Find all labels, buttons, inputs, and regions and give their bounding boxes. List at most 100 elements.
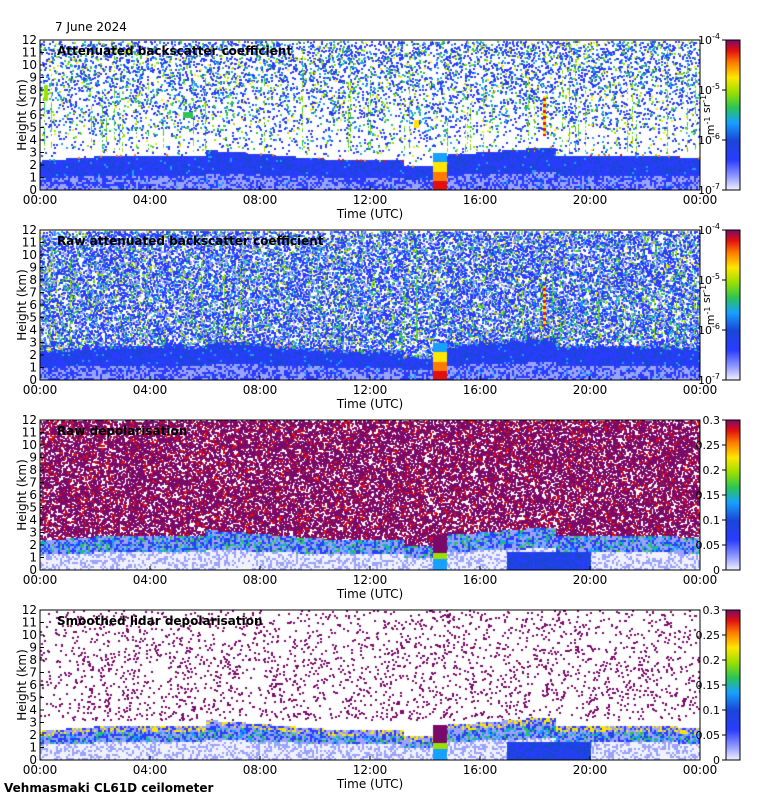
panel-title: Smoothed lidar depolarisation	[57, 614, 263, 628]
y-tick-label: 6	[29, 298, 37, 312]
y-tick-label: 1	[29, 741, 37, 755]
date-label: 7 June 2024	[55, 20, 127, 34]
colorbar-tick-label: 10-5	[698, 272, 720, 287]
y-tick-label: 11	[22, 46, 37, 60]
y-tick-label: 10	[22, 248, 37, 262]
panel-title: Raw attenuated backscatter coefficient	[57, 234, 324, 248]
x-tick-label: 00:00	[683, 573, 718, 587]
x-tick-label: 12:00	[353, 763, 388, 777]
y-tick-label: 0	[29, 373, 37, 387]
x-tick-label: 00:00	[683, 383, 718, 397]
y-tick-label: 7	[29, 96, 37, 110]
heatmap-image	[40, 610, 700, 760]
x-tick-label: 20:00	[573, 193, 608, 207]
x-tick-label: 08:00	[243, 193, 278, 207]
x-tick-label: 08:00	[243, 383, 278, 397]
x-tick-label: 16:00	[463, 573, 498, 587]
x-tick-label: 00:00	[23, 573, 58, 587]
x-axis-label: Time (UTC)	[336, 207, 403, 221]
y-axis-label: Height (km)	[15, 649, 29, 720]
y-tick-label: 6	[29, 488, 37, 502]
colorbar-tick-label: 0.25	[696, 629, 721, 642]
y-tick-label: 0	[29, 753, 37, 767]
heatmap-canvas	[40, 40, 700, 190]
y-tick-label: 1	[29, 171, 37, 185]
y-tick-label: 1	[29, 361, 37, 375]
heatmap-image	[40, 230, 700, 380]
y-tick-label: 2	[29, 538, 37, 552]
y-tick-label: 12	[22, 33, 37, 47]
y-axis-label: Height (km)	[15, 459, 29, 530]
x-axis-label: Time (UTC)	[336, 397, 403, 411]
x-tick-label: 00:00	[683, 193, 718, 207]
y-tick-label: 8	[29, 273, 37, 287]
y-tick-label: 7	[29, 286, 37, 300]
x-tick-label: 20:00	[573, 383, 608, 397]
y-tick-label: 2	[29, 348, 37, 362]
x-tick-label: 16:00	[463, 193, 498, 207]
colorbar-unit: m-1 sr-1	[699, 285, 717, 325]
y-tick-label: 9	[29, 71, 37, 85]
y-tick-label: 10	[22, 628, 37, 642]
panel-title: Attenuated backscatter coefficient	[57, 44, 292, 58]
y-tick-label: 2	[29, 728, 37, 742]
y-tick-label: 7	[29, 476, 37, 490]
x-axis-label: Time (UTC)	[336, 587, 403, 601]
colorbar-tick-label: 0.1	[703, 514, 721, 527]
x-tick-label: 04:00	[133, 763, 168, 777]
x-tick-label: 16:00	[463, 383, 498, 397]
y-tick-label: 5	[29, 501, 37, 515]
y-tick-label: 12	[22, 413, 37, 427]
y-tick-label: 6	[29, 678, 37, 692]
colorbar-tick-label: 0.2	[703, 464, 721, 477]
y-tick-label: 12	[22, 603, 37, 617]
x-tick-label: 00:00	[23, 383, 58, 397]
colorbar-tick-label: 0	[713, 564, 720, 577]
y-tick-label: 3	[29, 336, 37, 350]
x-axis-label: Time (UTC)	[336, 777, 403, 791]
colorbar-tick-label: 0.1	[703, 704, 721, 717]
colorbar	[725, 39, 741, 191]
y-tick-label: 4	[29, 133, 37, 147]
y-axis-label: Height (km)	[15, 79, 29, 150]
colorbar-tick-label: 0.05	[696, 729, 721, 742]
y-tick-label: 3	[29, 716, 37, 730]
y-tick-label: 4	[29, 323, 37, 337]
x-tick-label: 04:00	[133, 573, 168, 587]
y-tick-label: 11	[22, 616, 37, 630]
x-tick-label: 20:00	[573, 763, 608, 777]
y-axis-label: Height (km)	[15, 269, 29, 340]
y-tick-label: 0	[29, 183, 37, 197]
colorbar	[725, 419, 741, 571]
y-tick-label: 0	[29, 563, 37, 577]
heatmap-canvas	[40, 420, 700, 570]
y-tick-label: 7	[29, 666, 37, 680]
colorbar-unit: m-1 sr-1	[699, 95, 717, 135]
x-tick-label: 00:00	[23, 763, 58, 777]
y-tick-label: 10	[22, 58, 37, 72]
colorbar-tick-label: 10-4	[698, 222, 720, 237]
x-tick-label: 12:00	[353, 193, 388, 207]
colorbar-tick-label: 0.2	[703, 654, 721, 667]
y-tick-label: 4	[29, 703, 37, 717]
heatmap-canvas	[40, 230, 700, 380]
y-tick-label: 5	[29, 121, 37, 135]
x-tick-label: 12:00	[353, 383, 388, 397]
x-tick-label: 00:00	[683, 763, 718, 777]
y-tick-label: 11	[22, 426, 37, 440]
y-tick-label: 6	[29, 108, 37, 122]
x-tick-label: 08:00	[243, 573, 278, 587]
y-tick-label: 8	[29, 653, 37, 667]
colorbar-tick-label: 0.3	[703, 604, 721, 617]
colorbar-tick-label: 0.25	[696, 439, 721, 452]
x-tick-label: 20:00	[573, 573, 608, 587]
y-tick-label: 9	[29, 641, 37, 655]
x-tick-label: 04:00	[133, 383, 168, 397]
y-tick-label: 3	[29, 526, 37, 540]
y-tick-label: 10	[22, 438, 37, 452]
colorbar	[725, 609, 741, 761]
